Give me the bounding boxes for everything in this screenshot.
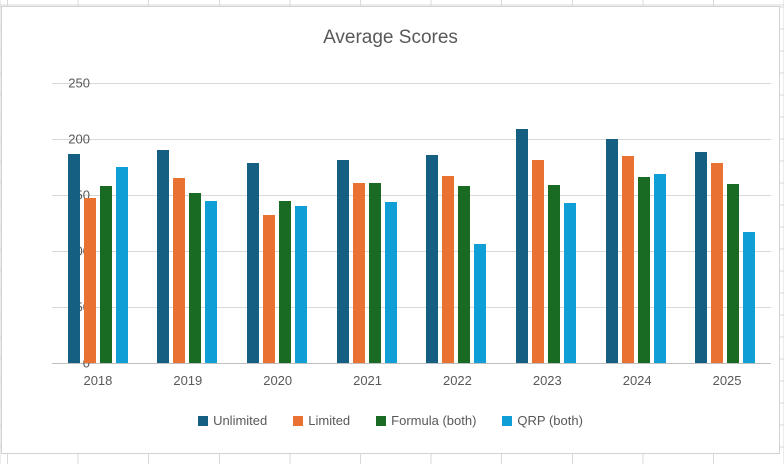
bar-group-2024 <box>591 83 681 363</box>
bar-2020-limited[interactable] <box>263 215 276 363</box>
bar-2023-formula-both[interactable] <box>547 184 560 363</box>
bar-2024-unlimited[interactable] <box>605 139 618 363</box>
x-tick-label-2025[interactable]: 2025 <box>712 373 742 388</box>
bar-2023-qrp-both[interactable] <box>563 202 576 363</box>
bars-layer <box>53 83 770 363</box>
bar-2021-limited[interactable] <box>352 182 365 363</box>
legend-item-formula-both[interactable]: Formula (both) <box>376 413 476 428</box>
legend-swatch-limited <box>293 415 304 426</box>
bar-group-2020 <box>232 83 322 363</box>
legend-item-unlimited[interactable]: Unlimited <box>198 413 267 428</box>
plot-area: 050100150200250 <box>52 76 771 371</box>
bar-group-2025 <box>680 83 770 363</box>
bar-2020-qrp-both[interactable] <box>295 206 308 363</box>
bar-2025-qrp-both[interactable] <box>743 231 756 363</box>
bar-2022-limited[interactable] <box>442 175 455 363</box>
bar-2019-qrp-both[interactable] <box>205 200 218 363</box>
legend-swatch-qrp-both <box>502 415 513 426</box>
x-tick-label-2022[interactable]: 2022 <box>442 373 472 388</box>
legend-label-formula-both: Formula (both) <box>391 413 477 428</box>
y-tick-label-0[interactable]: 0 <box>82 355 90 371</box>
gridline-250 <box>52 83 771 84</box>
chart-container[interactable]: Average Scores 050100150200250 201820192… <box>1 6 780 454</box>
bar-2024-limited[interactable] <box>621 155 634 363</box>
bar-2018-formula-both[interactable] <box>99 186 112 363</box>
x-tick-label-2024[interactable]: 2024 <box>622 373 652 388</box>
bar-2024-qrp-both[interactable] <box>653 173 666 363</box>
bar-group-2022 <box>412 83 502 363</box>
gridline-200 <box>52 139 771 140</box>
chart-title[interactable]: Average Scores <box>323 27 458 48</box>
bar-group-2023 <box>501 83 591 363</box>
bar-2025-unlimited[interactable] <box>695 152 708 363</box>
bar-2022-unlimited[interactable] <box>426 154 439 363</box>
legend-swatch-formula-both <box>376 415 387 426</box>
bar-2021-qrp-both[interactable] <box>384 201 397 363</box>
bar-2023-unlimited[interactable] <box>515 128 528 363</box>
legend-label-unlimited: Unlimited <box>213 413 268 428</box>
x-tick-label-2020[interactable]: 2020 <box>263 373 293 388</box>
x-tick-label-2018[interactable]: 2018 <box>83 373 113 388</box>
bar-2019-unlimited[interactable] <box>157 150 170 363</box>
gridline-50 <box>52 307 771 308</box>
bar-2024-formula-both[interactable] <box>637 177 650 363</box>
gridline-100 <box>52 251 771 252</box>
x-tick-label-2023[interactable]: 2023 <box>532 373 562 388</box>
legend-swatch-unlimited <box>198 415 209 426</box>
bar-2018-qrp-both[interactable] <box>115 167 128 363</box>
x-axis-tick-labels[interactable]: 2018 2019 2020 2021 2022 2023 2024 2025 <box>53 373 772 388</box>
x-tick-label-2019[interactable]: 2019 <box>173 373 203 388</box>
bar-2018-unlimited[interactable] <box>67 153 80 363</box>
bar-2018-limited[interactable] <box>83 198 96 363</box>
bar-2019-limited[interactable] <box>173 178 186 363</box>
bar-2022-formula-both[interactable] <box>458 186 471 363</box>
bar-2020-unlimited[interactable] <box>247 162 260 363</box>
legend-label-limited: Limited <box>308 413 351 428</box>
bar-2021-formula-both[interactable] <box>368 182 381 363</box>
bar-group-2019 <box>143 83 233 363</box>
x-axis-line <box>52 363 771 364</box>
legend: Unlimited Limited Formula (both) QRP (both) <box>2 413 779 428</box>
bar-2025-limited[interactable] <box>711 162 724 363</box>
bar-2025-formula-both[interactable] <box>727 183 740 363</box>
bar-group-2021 <box>322 83 412 363</box>
x-tick-label-2021[interactable]: 2021 <box>353 373 383 388</box>
bar-group-2018 <box>53 83 143 363</box>
gridline-150 <box>52 195 771 196</box>
bar-2022-qrp-both[interactable] <box>474 244 487 363</box>
bar-2019-formula-both[interactable] <box>189 192 202 363</box>
bar-2020-formula-both[interactable] <box>279 200 292 363</box>
bar-2021-unlimited[interactable] <box>336 160 349 363</box>
legend-item-limited[interactable]: Limited <box>293 413 350 428</box>
bar-2023-limited[interactable] <box>531 160 544 363</box>
legend-label-qrp-both: QRP (both) <box>517 413 583 428</box>
y-tick-label-200[interactable]: 200 <box>68 131 90 147</box>
y-tick-label-250[interactable]: 250 <box>68 75 90 91</box>
legend-item-qrp-both[interactable]: QRP (both) <box>502 413 583 428</box>
